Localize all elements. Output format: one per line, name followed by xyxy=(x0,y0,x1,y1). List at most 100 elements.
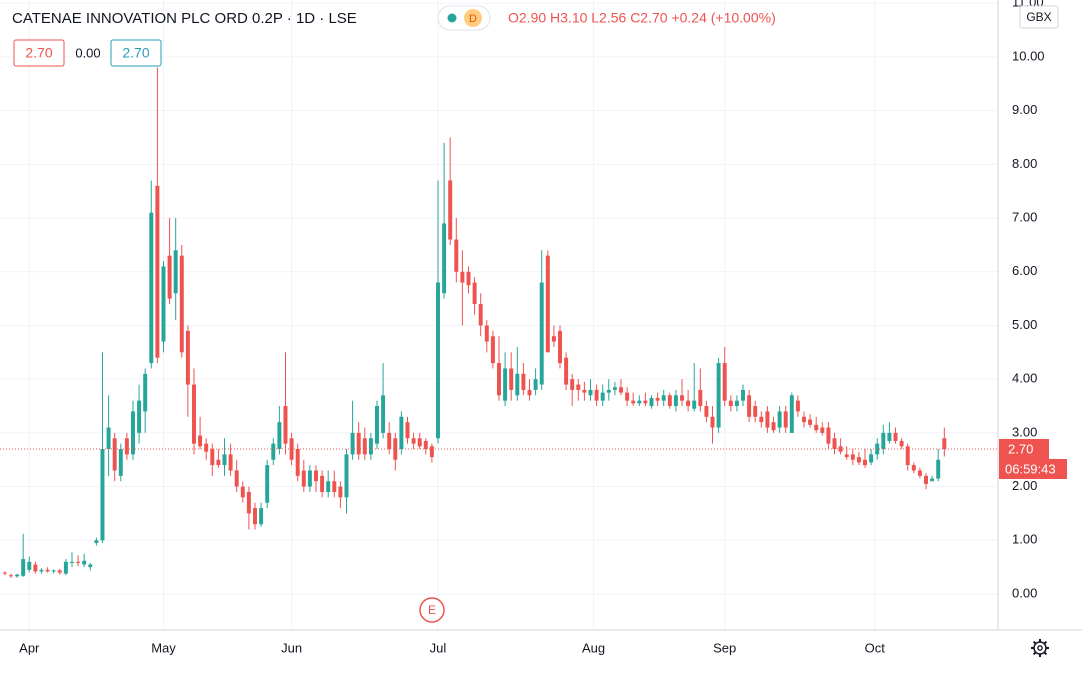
candle-body xyxy=(448,180,453,240)
candle-body xyxy=(490,336,495,364)
candle-body xyxy=(606,389,611,393)
candle-body xyxy=(771,422,776,431)
candle-body xyxy=(667,395,672,407)
candle-body xyxy=(863,459,867,466)
candle-body xyxy=(417,438,422,447)
candle-body xyxy=(283,406,288,444)
candle-body xyxy=(411,438,416,444)
candle-body xyxy=(442,223,447,294)
candle-body xyxy=(722,363,727,401)
candle-body xyxy=(911,465,916,471)
candle-body xyxy=(503,368,508,401)
candle-body xyxy=(808,419,813,425)
x-tick-label: Oct xyxy=(865,640,886,655)
candle-body xyxy=(240,486,245,498)
indicator-value: 2.70 xyxy=(122,45,149,61)
candle-body xyxy=(844,454,849,458)
candle-body xyxy=(551,336,556,342)
candle-body xyxy=(70,561,74,563)
y-tick-label: 6.00 xyxy=(1012,263,1037,278)
candle-body xyxy=(753,406,758,417)
candle-body xyxy=(192,384,196,444)
candle-body xyxy=(399,416,404,450)
candle-body xyxy=(368,438,373,455)
currency: GBX xyxy=(1026,10,1051,24)
candle-body xyxy=(228,454,233,471)
indicator-value: 2.70 xyxy=(25,45,52,61)
candle-body xyxy=(100,449,105,541)
candle-body xyxy=(88,564,93,568)
candle-body xyxy=(802,416,806,423)
x-tick-label: Sep xyxy=(713,640,736,655)
interval-badge: D xyxy=(469,13,477,25)
candle-body xyxy=(246,491,251,514)
candle-body xyxy=(692,400,697,409)
candle-body xyxy=(789,395,794,433)
candle-body xyxy=(436,282,440,439)
candle-body xyxy=(155,185,160,358)
x-tick-label: Apr xyxy=(19,640,40,655)
settings-icon[interactable] xyxy=(1031,639,1049,657)
candle-body xyxy=(850,454,855,460)
candle-body xyxy=(637,400,642,404)
y-tick-label: 11.00 xyxy=(1012,0,1044,10)
candle-body xyxy=(326,481,331,492)
candle-body xyxy=(765,411,770,428)
candle-body xyxy=(112,438,117,471)
candle-body xyxy=(338,486,343,498)
candle-body xyxy=(942,438,947,450)
candle-body xyxy=(570,379,575,390)
candle-body xyxy=(472,282,477,304)
candle-body xyxy=(783,411,788,428)
candle-body xyxy=(45,569,50,572)
candle-body xyxy=(826,427,831,444)
candle-body xyxy=(856,457,861,463)
candle-body xyxy=(161,266,166,342)
candle-body xyxy=(728,400,733,407)
candle-body xyxy=(301,470,306,487)
countdown-tag xyxy=(999,459,1067,480)
candle-body xyxy=(704,406,709,417)
candle-body xyxy=(387,432,392,450)
candle-body xyxy=(15,574,20,577)
candle-body xyxy=(216,459,221,466)
candle-body xyxy=(539,282,544,385)
x-tick-label: Jul xyxy=(430,640,447,655)
candle-body xyxy=(51,570,56,572)
candle-body xyxy=(631,400,636,404)
candle-body xyxy=(936,459,941,479)
candle-body xyxy=(466,271,471,286)
candle-body xyxy=(759,416,764,423)
candle-body xyxy=(350,432,355,455)
last-price-tag xyxy=(999,439,1049,460)
candle-body xyxy=(612,387,617,390)
candle-body xyxy=(497,363,501,396)
candle-body xyxy=(686,400,691,407)
candle-body xyxy=(27,561,32,570)
indicator-box xyxy=(110,39,162,67)
candle-body xyxy=(405,422,410,439)
candle-body xyxy=(777,411,782,428)
candle-body xyxy=(423,440,428,450)
event-marker[interactable] xyxy=(419,597,445,623)
currency-box xyxy=(1019,5,1059,29)
candle-body xyxy=(460,271,465,283)
candle-body xyxy=(558,330,562,364)
candle-body xyxy=(869,454,874,463)
candle-body xyxy=(741,389,745,401)
candle-body xyxy=(149,212,154,364)
y-tick-label: 5.00 xyxy=(1012,317,1037,332)
candle-body xyxy=(253,508,257,525)
candle-body xyxy=(429,446,434,458)
candle-body xyxy=(527,389,532,396)
candle-body xyxy=(124,438,129,455)
candle-body xyxy=(82,560,87,565)
x-tick-label: Aug xyxy=(582,640,605,655)
candles xyxy=(2,67,947,578)
candle-body xyxy=(515,373,520,396)
candle-body xyxy=(893,432,898,441)
candle-body xyxy=(795,400,800,412)
candle-body xyxy=(234,470,239,487)
candle-body xyxy=(314,470,318,482)
candle-body xyxy=(320,475,325,492)
